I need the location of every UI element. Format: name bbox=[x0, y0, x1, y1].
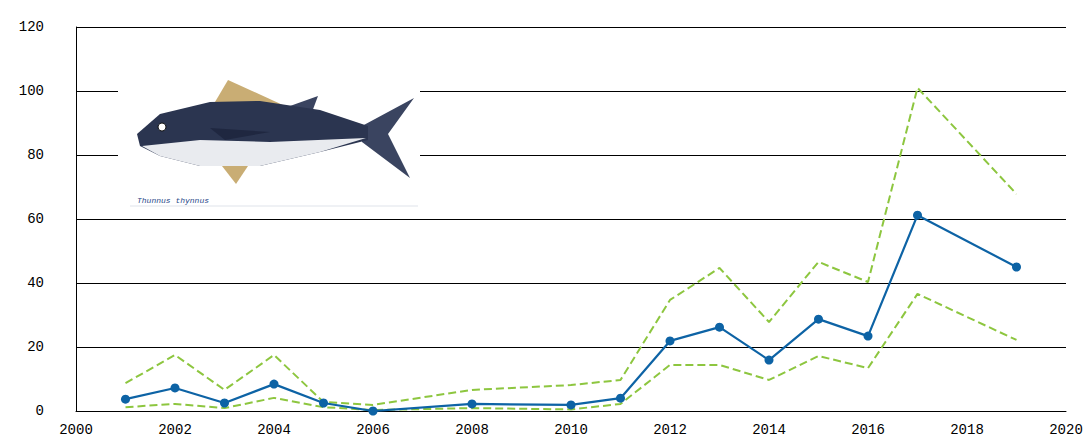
svg-text:2002: 2002 bbox=[158, 422, 192, 438]
svg-text:60: 60 bbox=[27, 211, 44, 227]
svg-text:120: 120 bbox=[19, 19, 44, 35]
svg-text:2006: 2006 bbox=[356, 422, 390, 438]
svg-text:2010: 2010 bbox=[554, 422, 588, 438]
svg-text:Thunnus thynnus: Thunnus thynnus bbox=[137, 196, 209, 205]
svg-text:2004: 2004 bbox=[257, 422, 291, 438]
svg-text:2000: 2000 bbox=[59, 422, 93, 438]
svg-text:20: 20 bbox=[27, 339, 44, 355]
svg-text:2014: 2014 bbox=[752, 422, 786, 438]
svg-text:80: 80 bbox=[27, 147, 44, 163]
svg-text:2016: 2016 bbox=[851, 422, 885, 438]
svg-text:2012: 2012 bbox=[653, 422, 687, 438]
svg-text:2018: 2018 bbox=[950, 422, 984, 438]
svg-text:100: 100 bbox=[19, 83, 44, 99]
svg-text:0: 0 bbox=[36, 403, 44, 419]
svg-text:2008: 2008 bbox=[455, 422, 489, 438]
svg-text:2020: 2020 bbox=[1049, 422, 1083, 438]
svg-text:40: 40 bbox=[27, 275, 44, 291]
